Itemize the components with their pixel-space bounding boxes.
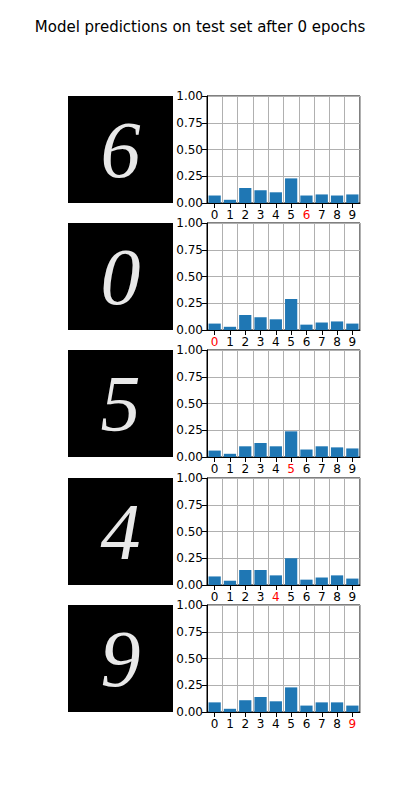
svg-text:3: 3 xyxy=(257,590,265,604)
svg-text:0.00: 0.00 xyxy=(176,450,203,464)
svg-text:5: 5 xyxy=(287,717,295,731)
svg-text:2: 2 xyxy=(241,590,249,604)
svg-text:1: 1 xyxy=(226,590,234,604)
svg-text:6: 6 xyxy=(303,590,311,604)
svg-text:4: 4 xyxy=(272,335,280,349)
svg-text:1.00: 1.00 xyxy=(176,89,203,103)
svg-text:2: 2 xyxy=(241,462,249,476)
svg-text:0.25: 0.25 xyxy=(176,551,203,565)
svg-text:6: 6 xyxy=(303,335,311,349)
svg-text:3: 3 xyxy=(257,208,265,222)
svg-text:0.00: 0.00 xyxy=(176,578,203,592)
svg-text:2: 2 xyxy=(241,717,249,731)
svg-text:8: 8 xyxy=(333,590,341,604)
svg-text:4: 4 xyxy=(272,590,280,604)
svg-text:9: 9 xyxy=(349,717,357,731)
svg-text:0.75: 0.75 xyxy=(176,625,203,639)
svg-text:8: 8 xyxy=(333,208,341,222)
svg-text:0.25: 0.25 xyxy=(176,296,203,310)
svg-text:0.25: 0.25 xyxy=(176,169,203,183)
svg-text:1: 1 xyxy=(226,208,234,222)
svg-text:1: 1 xyxy=(226,462,234,476)
svg-text:0: 0 xyxy=(211,208,219,222)
svg-text:3: 3 xyxy=(257,335,265,349)
svg-text:0: 0 xyxy=(211,462,219,476)
svg-text:4: 4 xyxy=(101,488,141,576)
svg-text:6: 6 xyxy=(303,462,311,476)
svg-text:0.25: 0.25 xyxy=(176,423,203,437)
svg-text:5: 5 xyxy=(101,360,141,448)
svg-text:0.25: 0.25 xyxy=(176,678,203,692)
svg-text:6: 6 xyxy=(303,208,311,222)
svg-text:9: 9 xyxy=(101,615,141,703)
svg-text:0.50: 0.50 xyxy=(176,143,203,157)
svg-text:0.50: 0.50 xyxy=(176,397,203,411)
svg-text:8: 8 xyxy=(333,335,341,349)
svg-text:4: 4 xyxy=(272,717,280,731)
svg-text:8: 8 xyxy=(333,717,341,731)
svg-text:9: 9 xyxy=(349,208,357,222)
svg-text:8: 8 xyxy=(333,462,341,476)
svg-text:0.75: 0.75 xyxy=(176,116,203,130)
svg-text:6: 6 xyxy=(101,106,141,194)
svg-text:4: 4 xyxy=(272,462,280,476)
svg-text:0.50: 0.50 xyxy=(176,270,203,284)
svg-text:5: 5 xyxy=(287,462,295,476)
svg-text:0.75: 0.75 xyxy=(176,370,203,384)
svg-text:Model predictions on test set: Model predictions on test set after 0 ep… xyxy=(35,18,366,36)
svg-text:0.00: 0.00 xyxy=(176,323,203,337)
svg-text:1.00: 1.00 xyxy=(176,598,203,612)
svg-text:5: 5 xyxy=(287,590,295,604)
svg-text:3: 3 xyxy=(257,462,265,476)
svg-text:2: 2 xyxy=(241,335,249,349)
svg-text:1.00: 1.00 xyxy=(176,343,203,357)
svg-text:7: 7 xyxy=(318,462,326,476)
svg-text:6: 6 xyxy=(303,717,311,731)
svg-text:9: 9 xyxy=(349,462,357,476)
svg-text:4: 4 xyxy=(272,208,280,222)
svg-text:9: 9 xyxy=(349,335,357,349)
svg-text:0: 0 xyxy=(211,717,219,731)
svg-text:0.75: 0.75 xyxy=(176,243,203,257)
svg-text:7: 7 xyxy=(318,590,326,604)
svg-text:5: 5 xyxy=(287,208,295,222)
svg-text:0: 0 xyxy=(211,335,219,349)
svg-text:0.00: 0.00 xyxy=(176,196,203,210)
svg-text:1.00: 1.00 xyxy=(176,216,203,230)
svg-text:2: 2 xyxy=(241,208,249,222)
svg-text:0.00: 0.00 xyxy=(176,705,203,719)
svg-text:5: 5 xyxy=(287,335,295,349)
svg-text:7: 7 xyxy=(318,208,326,222)
svg-text:0.75: 0.75 xyxy=(176,498,203,512)
svg-text:1: 1 xyxy=(226,717,234,731)
svg-text:9: 9 xyxy=(349,590,357,604)
svg-text:0: 0 xyxy=(101,233,141,321)
svg-text:7: 7 xyxy=(318,717,326,731)
svg-text:1.00: 1.00 xyxy=(176,471,203,485)
svg-text:0.50: 0.50 xyxy=(176,652,203,666)
svg-text:0.50: 0.50 xyxy=(176,525,203,539)
svg-text:3: 3 xyxy=(257,717,265,731)
svg-text:1: 1 xyxy=(226,335,234,349)
svg-text:0: 0 xyxy=(211,590,219,604)
svg-text:7: 7 xyxy=(318,335,326,349)
